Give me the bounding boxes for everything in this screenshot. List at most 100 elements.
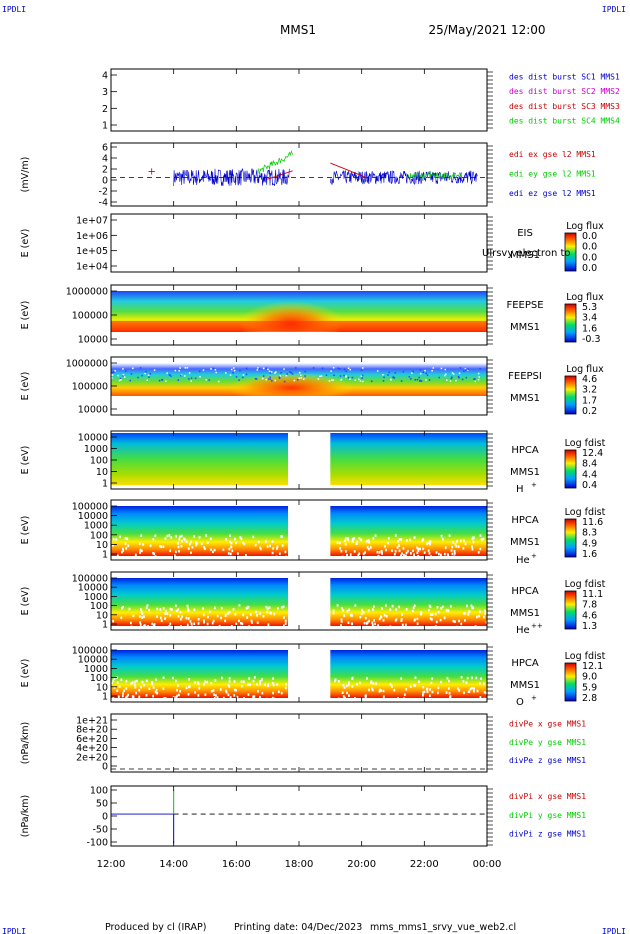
feepsi-noise bbox=[351, 376, 354, 379]
feepsi-noise bbox=[148, 376, 150, 378]
hpca_he-speckle bbox=[387, 541, 389, 545]
feepsi-noise bbox=[153, 369, 156, 371]
hpca_o-speckle bbox=[485, 691, 488, 695]
edi-ytick-label: 0 bbox=[102, 176, 108, 187]
feepsi-noise bbox=[394, 372, 397, 374]
hpca_he2-ylabel: E (eV) bbox=[20, 587, 31, 616]
hpca_he2-speckle bbox=[395, 608, 398, 611]
hpca_he2-speckle bbox=[238, 604, 241, 607]
hpca_he-speckle bbox=[456, 540, 458, 543]
hpca_h-ytick-label: 10 bbox=[96, 467, 108, 478]
feepsi-noise bbox=[198, 370, 201, 373]
hpca_o-speckle bbox=[422, 693, 424, 697]
hpca_he-speckle bbox=[344, 543, 347, 546]
feepsi-noise bbox=[296, 379, 299, 381]
hpca_o-speckle bbox=[162, 687, 165, 690]
feepsi-noise bbox=[328, 380, 331, 382]
hpca_he-speckle bbox=[427, 541, 430, 545]
hpca_he2-speckle bbox=[428, 608, 430, 612]
feepsi-noise bbox=[419, 379, 422, 382]
hpca_he2-speckle bbox=[458, 619, 460, 623]
hpca_o-speckle bbox=[113, 686, 116, 689]
hpca_he-speckle bbox=[453, 555, 456, 558]
hpca_he-speckle bbox=[413, 553, 415, 557]
hpca_o-speckle bbox=[249, 683, 251, 686]
hpca_he-speckle bbox=[351, 539, 354, 543]
hpca_o-speckle bbox=[355, 697, 357, 701]
hpca_he2-speckle bbox=[220, 606, 223, 610]
feepsi-noise bbox=[414, 379, 417, 381]
feepsi-noise bbox=[233, 369, 236, 372]
hpca_o-speckle bbox=[391, 685, 393, 688]
hpca_o-speckle bbox=[164, 697, 167, 700]
hpca_he-speckle bbox=[401, 552, 403, 555]
hpca_he-speckle bbox=[409, 538, 411, 542]
hpca_o-colorbar-tick: 2.8 bbox=[582, 693, 597, 704]
hpca_he-speckle bbox=[450, 549, 453, 552]
hpca_o-speckle bbox=[145, 679, 148, 683]
divpe-frame bbox=[110, 713, 488, 773]
hpca_he2-speckle bbox=[380, 615, 383, 619]
hpca_o-speckle bbox=[216, 696, 219, 699]
hpca_he-speckle bbox=[276, 545, 279, 548]
hpca_he-speckle bbox=[116, 554, 119, 558]
hpca_he2-speckle bbox=[372, 608, 374, 611]
feepsi-noise bbox=[419, 369, 422, 371]
feepsi-noise bbox=[230, 368, 233, 371]
hpca_he2-speckle bbox=[212, 619, 215, 623]
hpca_o-speckle bbox=[334, 678, 337, 681]
hpca_he-speckle bbox=[240, 537, 243, 541]
hpca_he-speckle bbox=[178, 549, 180, 553]
hpca_o-speckle bbox=[138, 695, 141, 699]
hpca_o-speckle bbox=[214, 679, 217, 682]
hpca_he-speckle bbox=[447, 554, 450, 557]
hpca_he2-colorbar-title: Log fdist bbox=[565, 579, 606, 590]
feepse-instrument-label: FEEPSE bbox=[506, 300, 543, 311]
hpca_he2-speckle bbox=[440, 607, 443, 610]
eis-colorbar-tick: 0.0 bbox=[582, 252, 597, 263]
feepsi-noise bbox=[290, 371, 292, 374]
hpca_o-speckle bbox=[247, 683, 250, 687]
feepsi-noise bbox=[450, 377, 453, 380]
feepsi-noise bbox=[444, 373, 447, 375]
feepsi-noise bbox=[408, 375, 411, 378]
hpca_he2-speckle bbox=[413, 619, 416, 622]
feepsi-noise bbox=[486, 380, 489, 383]
hpca_he-spacecraft-label: MMS1 bbox=[510, 537, 540, 548]
hpca_he-speckle bbox=[229, 534, 231, 538]
feepsi-noise bbox=[458, 376, 460, 379]
hpca_he2-ytick-label: 1000 bbox=[84, 592, 108, 603]
time-axis-label: 20:00 bbox=[347, 859, 376, 870]
hpca_he2-ytick-label: 10 bbox=[96, 610, 108, 621]
hpca_he2-speckle bbox=[350, 613, 353, 617]
feepsi-noise bbox=[286, 373, 288, 375]
feepsi-noise bbox=[179, 367, 181, 369]
hpca_he2-speckle bbox=[262, 615, 265, 618]
hpca_he-speckle bbox=[212, 550, 214, 554]
edi-ex-series bbox=[267, 170, 293, 180]
feepsi-noise bbox=[262, 375, 265, 377]
feepsi-noise bbox=[411, 372, 413, 374]
feepsi-noise bbox=[474, 380, 477, 383]
feepsi-noise bbox=[449, 380, 452, 382]
hpca_o-speckle bbox=[154, 690, 157, 694]
hpca_o-speckle bbox=[176, 694, 178, 698]
hpca_o-speckle bbox=[284, 686, 287, 690]
hpca_he2-speckle bbox=[340, 620, 343, 623]
divpi-panel bbox=[111, 789, 487, 844]
feepsi-noise bbox=[184, 367, 187, 369]
hpca_he2-speckle bbox=[441, 605, 444, 609]
hpca_he-speckle bbox=[239, 536, 242, 539]
hpca_he-speckle bbox=[115, 538, 118, 541]
hpca_o-speckle bbox=[480, 677, 482, 680]
hpca_he-speckle bbox=[394, 550, 397, 553]
feepsi-noise bbox=[388, 371, 390, 374]
hpca_o-speckle bbox=[252, 679, 255, 683]
hpca_h-ytick-label: 1 bbox=[102, 479, 108, 490]
hpca_he2-speckle bbox=[416, 617, 419, 621]
hpca_he-speckle bbox=[402, 547, 405, 550]
feepsi-noise bbox=[270, 371, 273, 373]
hpca_o-speckle bbox=[113, 677, 116, 680]
feepsi-noise bbox=[332, 367, 335, 369]
hpca_o-speckle bbox=[365, 694, 367, 697]
